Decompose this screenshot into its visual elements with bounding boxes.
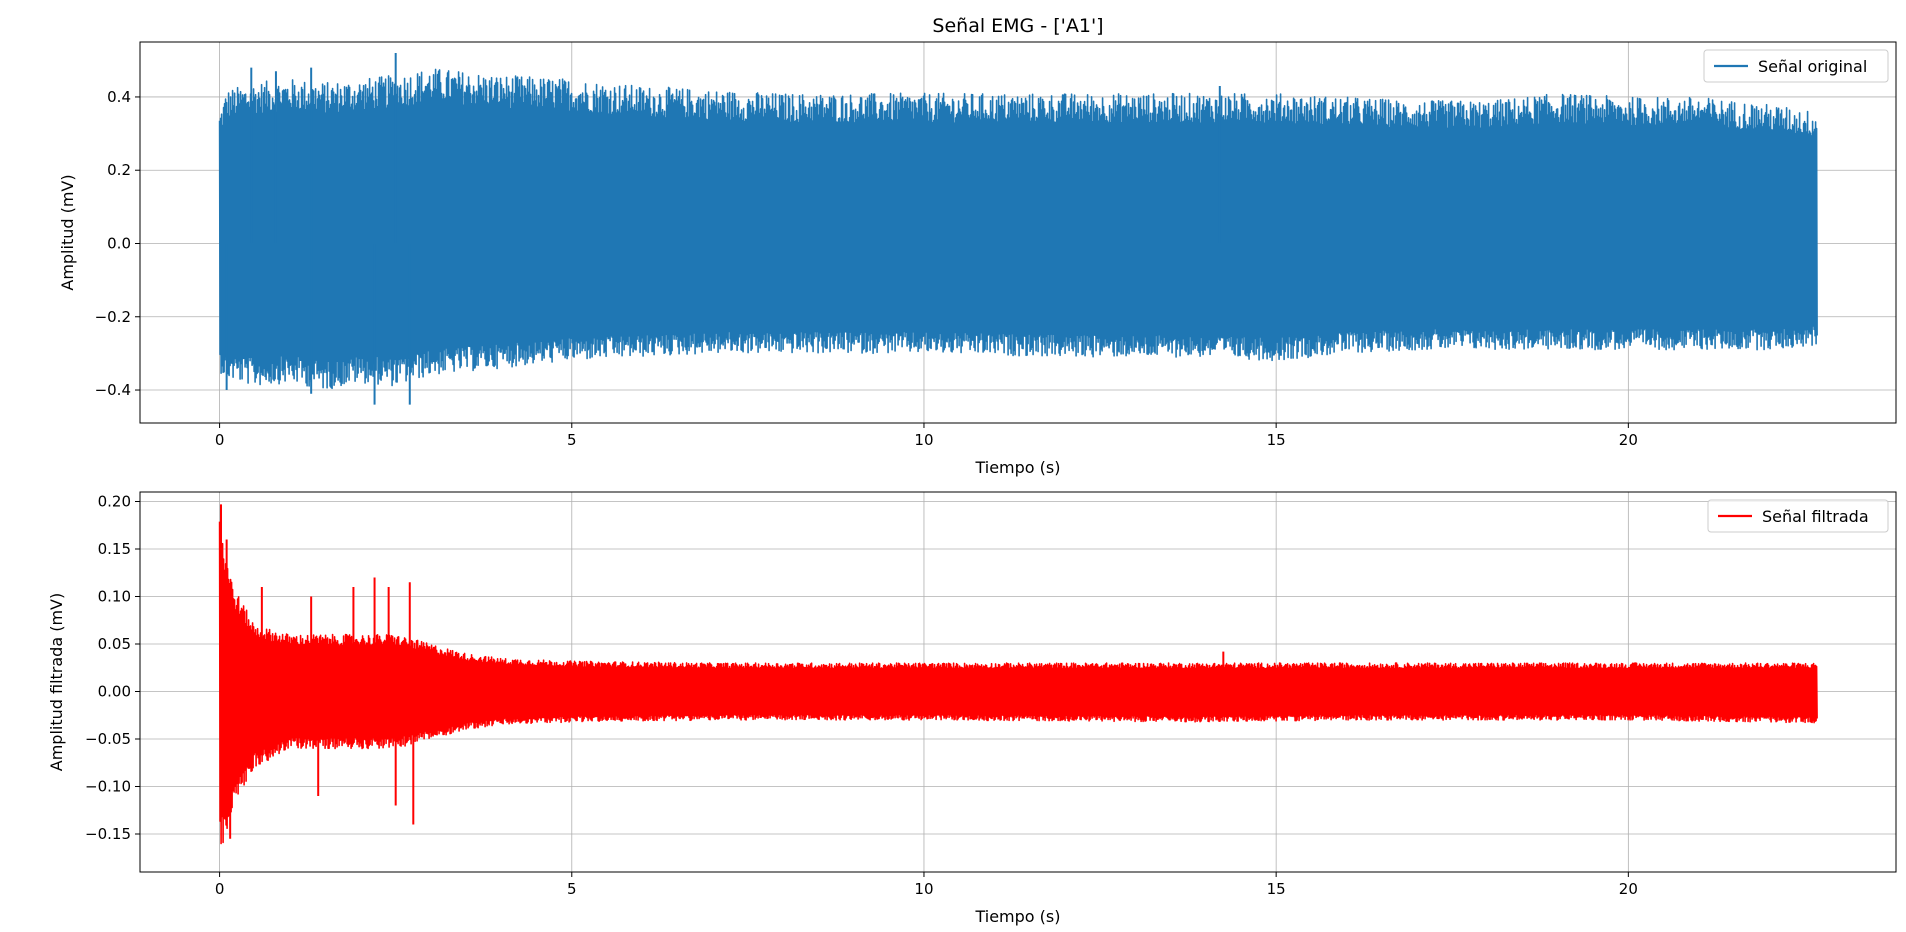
- y-tick-label: 0.10: [98, 588, 131, 606]
- x-tick-label: 10: [914, 431, 933, 449]
- axes-frame-bottom: [139, 491, 1897, 873]
- ticks-bottom: 0 5 10 15 20 −0.15 −0.10 −0.05 0.00 0.05 0.10 0.15 0…: [85, 493, 1638, 899]
- x-axis-label-top: Tiempo (s): [974, 458, 1060, 477]
- x-tick-label: 20: [1619, 880, 1638, 898]
- signal-trace: [218, 521, 1818, 845]
- x-axis-label-bottom: Tiempo (s): [974, 907, 1060, 926]
- y-tick-label: 0.00: [98, 683, 131, 701]
- y-tick-label: 0.05: [98, 635, 131, 653]
- y-tick-label: 0.4: [107, 88, 131, 106]
- y-tick-label: 0.20: [98, 493, 131, 511]
- y-tick-label: −0.15: [85, 825, 131, 843]
- x-tick-label: 5: [567, 880, 577, 898]
- x-tick-label: 0: [215, 431, 225, 449]
- legend-box-top: [1703, 49, 1889, 83]
- axes-frame-top: [139, 41, 1897, 424]
- filtered-signal-series: [218, 504, 1818, 845]
- x-tick-label: 15: [1267, 431, 1286, 449]
- filtered-signal-panel: 0 5 10 15 20 −0.15 −0.10 −0.05 0.00 0.05 0.10 0.15 0…: [47, 491, 1897, 926]
- x-tick-label: 15: [1267, 880, 1286, 898]
- y-tick-label: −0.2: [95, 308, 131, 326]
- y-tick-label: 0.0: [107, 234, 131, 252]
- signal-trace: [218, 68, 1818, 390]
- legend-box-bottom: [1707, 499, 1889, 533]
- y-tick-label: −0.4: [95, 381, 131, 399]
- legend-top: Señal original: [1703, 49, 1889, 83]
- original-signal-series: [218, 52, 1818, 405]
- y-tick-label: −0.10: [85, 778, 131, 796]
- x-tick-label: 20: [1619, 431, 1638, 449]
- legend-entry-filtered: Señal filtrada: [1762, 507, 1869, 526]
- ticks-top: 0 5 10 15 20 −0.4 −0.2 0.0 0.2 0.4: [95, 88, 1638, 449]
- y-axis-label-top: Amplitud (mV): [58, 174, 77, 290]
- chart-title: Señal EMG - ['A1']: [932, 15, 1103, 37]
- y-tick-label: 0.2: [107, 161, 131, 179]
- legend-entry-original: Señal original: [1758, 57, 1867, 76]
- legend-bottom: Señal filtrada: [1707, 499, 1889, 533]
- x-tick-label: 0: [215, 880, 225, 898]
- x-tick-label: 5: [567, 431, 577, 449]
- y-tick-label: −0.05: [85, 730, 131, 748]
- y-axis-label-bottom: Amplitud filtrada (mV): [47, 593, 66, 771]
- x-tick-label: 10: [914, 880, 933, 898]
- original-signal-panel: 0 5 10 15 20 −0.4 −0.2 0.0 0.2 0.4 Tiempo (s) Amp…: [58, 41, 1897, 477]
- y-tick-label: 0.15: [98, 540, 131, 558]
